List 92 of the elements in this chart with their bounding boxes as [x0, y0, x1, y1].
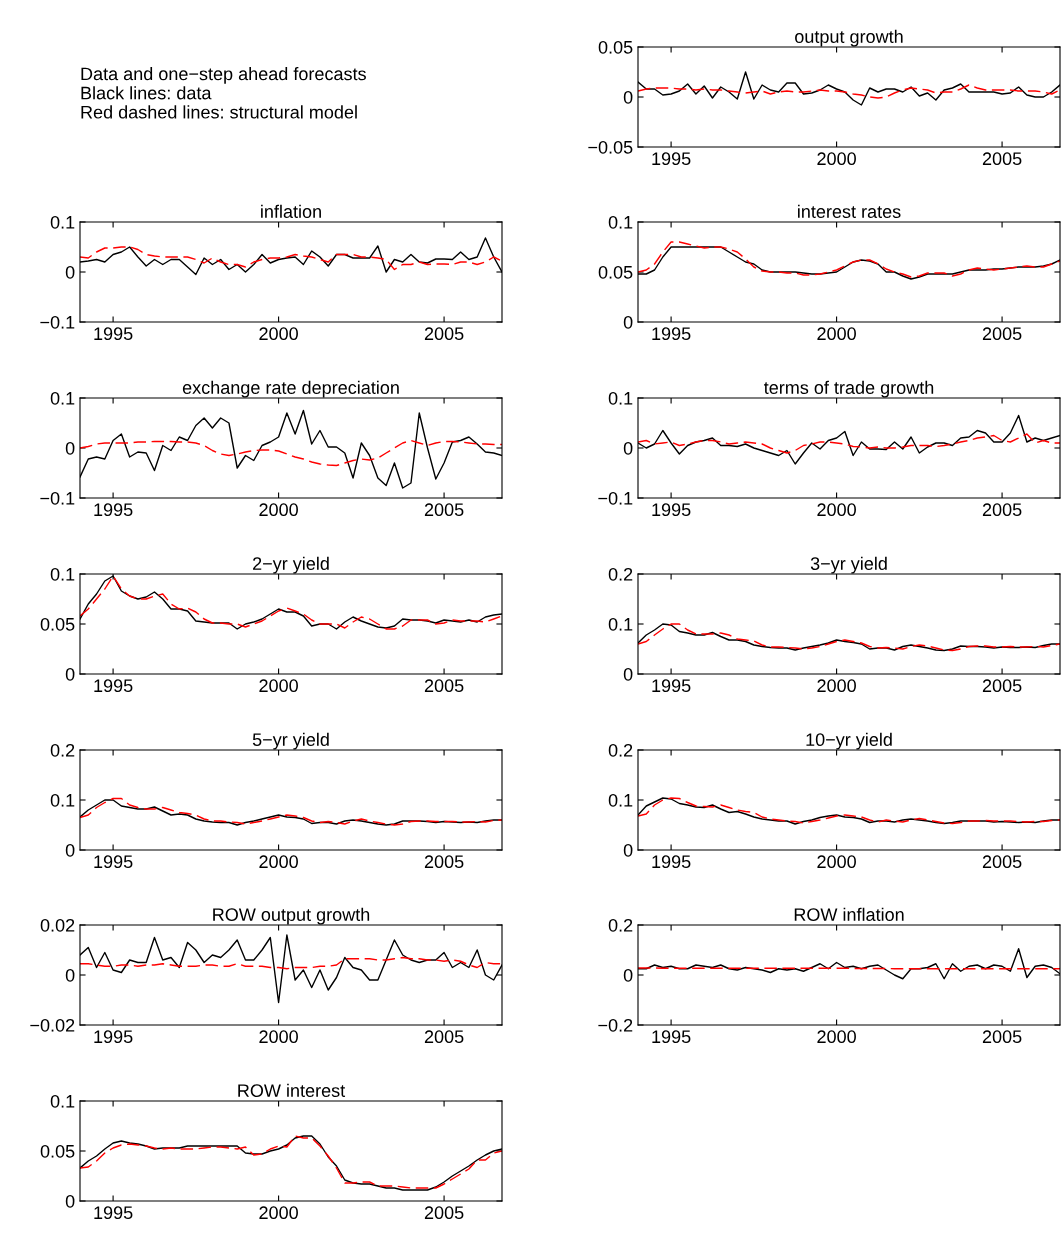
chart-title: inflation — [261, 204, 321, 219]
y-tick-label: 0 — [65, 265, 75, 279]
x-tick-label: 2000 — [817, 855, 856, 869]
y-tick-label: 0.05 — [40, 617, 75, 631]
y-tick-label: −0.1 — [40, 491, 75, 505]
x-tick-label: 2000 — [817, 1030, 856, 1044]
x-tick-label: 2000 — [259, 503, 298, 517]
text: Data and one−step ahead forecasts — [81, 67, 366, 84]
line-series — [80, 956, 502, 970]
chart-title: exchange rate depreciation — [182, 380, 399, 398]
x-tick-label: 1995 — [94, 855, 133, 869]
line-series — [638, 433, 1060, 454]
y-tick-label: −0.05 — [588, 140, 633, 154]
x-tick-label: 2005 — [424, 1206, 464, 1220]
y-tick-label: 0 — [65, 667, 75, 681]
chart-title: terms of trade growth — [763, 380, 934, 398]
y-tick-label: 0.02 — [40, 918, 75, 932]
x-tick-label: 2000 — [817, 503, 856, 517]
x-tick-label: 2000 — [259, 1030, 298, 1044]
x-tick-label: 2000 — [259, 855, 298, 869]
y-tick-label: 0 — [623, 90, 633, 104]
y-tick-label: 0.1 — [50, 567, 75, 581]
x-tick-label: 1995 — [94, 1030, 133, 1044]
x-tick-label: 2000 — [817, 152, 856, 166]
y-tick-label: 0 — [623, 843, 633, 857]
y-tick-label: 0 — [623, 441, 633, 455]
y-tick-label: 0.2 — [608, 918, 633, 932]
y-tick-label: 0.1 — [608, 215, 633, 229]
chart-title: 10−yr yield — [806, 732, 892, 750]
chart-title: 5−yr yield — [252, 732, 329, 750]
y-tick-label: 0.05 — [598, 40, 633, 54]
x-tick-label: 2005 — [424, 1030, 464, 1044]
chart-title: 3−yr yield — [810, 556, 887, 574]
x-tick-label: 2005 — [982, 679, 1022, 693]
y-tick-label: 0.1 — [608, 617, 633, 631]
y-tick-label: 0.2 — [50, 743, 75, 757]
y-tick-label: 0.1 — [50, 215, 75, 229]
chart-title: 2−yr yield — [253, 556, 329, 574]
x-tick-label: 2005 — [982, 855, 1022, 869]
x-tick-label: 2000 — [259, 679, 298, 693]
x-tick-label: 2005 — [424, 855, 464, 869]
text: Black lines: data — [81, 86, 212, 100]
y-tick-label: 0 — [623, 315, 633, 329]
y-tick-label: 0.1 — [608, 391, 633, 405]
x-tick-label: 1995 — [652, 503, 691, 517]
y-tick-label: 0.1 — [50, 793, 75, 807]
x-tick-label: 1995 — [652, 1030, 691, 1044]
x-tick-label: 1995 — [94, 679, 133, 693]
y-tick-label: 0.1 — [50, 1094, 75, 1108]
y-tick-label: 0.05 — [40, 1144, 75, 1158]
x-tick-label: 2005 — [982, 152, 1022, 166]
x-tick-label: 2000 — [259, 1206, 298, 1220]
x-tick-label: 2000 — [817, 327, 856, 341]
y-tick-label: 0 — [65, 968, 75, 982]
x-tick-label: 2005 — [982, 327, 1022, 341]
line-series — [638, 84, 1060, 99]
chart-title: interest rates — [798, 204, 901, 219]
y-tick-label: 0 — [65, 441, 75, 455]
y-tick-label: 0.2 — [608, 567, 633, 581]
x-tick-label: 1995 — [94, 327, 133, 341]
y-tick-label: −0.02 — [30, 1018, 75, 1032]
x-tick-label: 1995 — [652, 327, 691, 341]
chart-title: ROW output growth — [213, 907, 370, 925]
chart-title: output growth — [795, 29, 903, 47]
y-tick-label: −0.1 — [598, 491, 633, 505]
line-series — [80, 246, 502, 271]
x-tick-label: 1995 — [652, 679, 691, 693]
y-tick-label: 0.2 — [608, 743, 633, 757]
y-tick-label: −0.1 — [40, 315, 75, 329]
y-tick-label: 0 — [623, 968, 633, 982]
y-tick-label: 0.1 — [608, 793, 633, 807]
line-series — [80, 439, 502, 467]
text: Red dashed lines: structural model — [81, 105, 357, 119]
chart-title: ROW interest — [238, 1083, 346, 1098]
x-tick-label: 2000 — [817, 679, 856, 693]
y-tick-label: 0 — [623, 667, 633, 681]
x-tick-label: 1995 — [652, 152, 691, 166]
y-tick-label: 0.05 — [598, 265, 633, 279]
x-tick-label: 2005 — [982, 1030, 1022, 1044]
x-tick-label: 1995 — [94, 503, 133, 517]
x-tick-label: 2005 — [982, 503, 1022, 517]
y-tick-label: −0.2 — [598, 1018, 633, 1032]
x-tick-label: 2000 — [259, 327, 298, 341]
x-tick-label: 1995 — [94, 1206, 133, 1220]
x-tick-label: 2005 — [424, 327, 464, 341]
chart-title: ROW inflation — [794, 907, 904, 922]
y-tick-label: 0 — [65, 843, 75, 857]
x-tick-label: 2005 — [424, 679, 464, 693]
y-tick-label: 0 — [65, 1194, 75, 1208]
x-tick-label: 1995 — [652, 855, 691, 869]
y-tick-label: 0.1 — [50, 391, 75, 405]
x-tick-label: 2005 — [424, 503, 464, 517]
